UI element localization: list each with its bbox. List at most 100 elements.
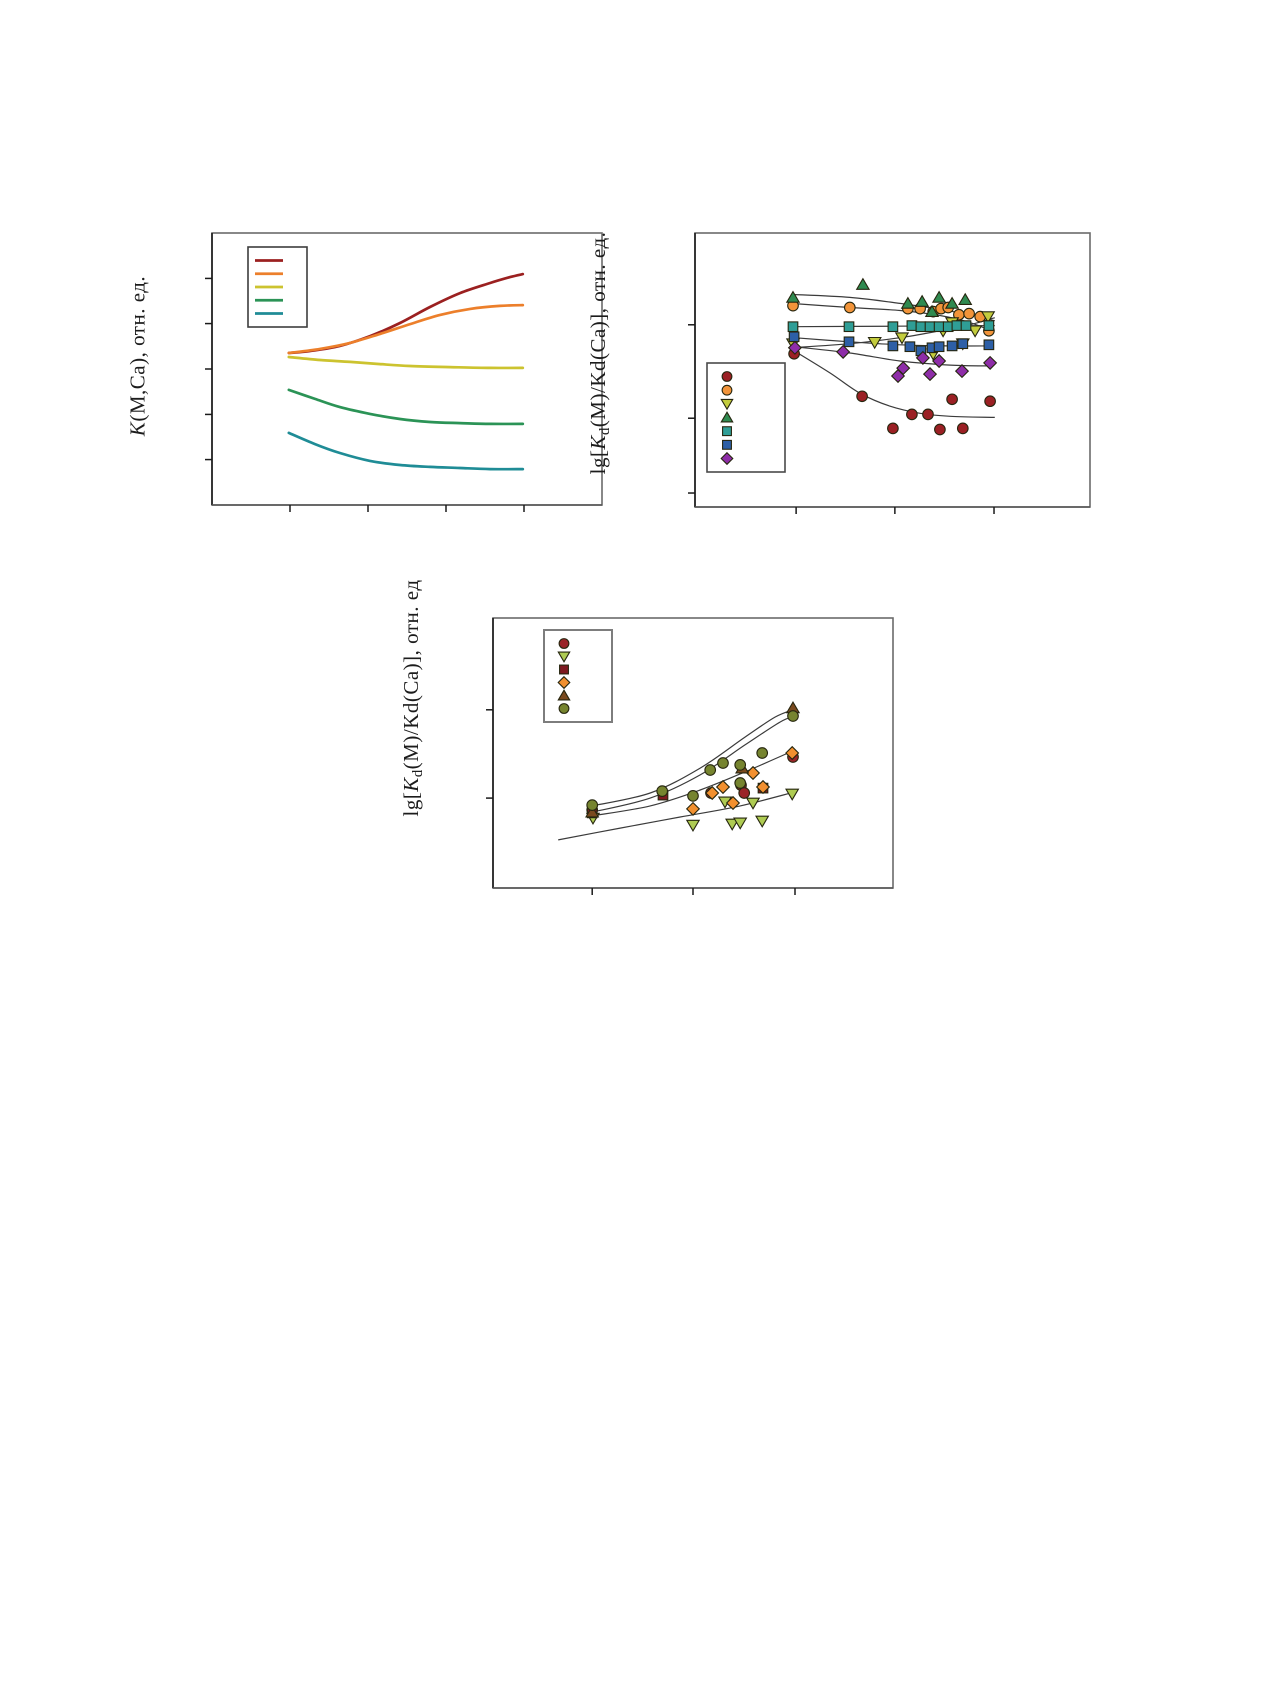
data-point-triangle-up (924, 304, 940, 317)
data-point-square (960, 320, 972, 331)
data-point-triangle-down (894, 332, 910, 345)
data-point-circle (738, 787, 751, 799)
data-point-diamond (922, 367, 938, 382)
fit-curve-brown-triangles-up (592, 708, 796, 807)
data-point-square (843, 336, 855, 348)
data-point-circle (946, 393, 958, 406)
label-segment: d (410, 769, 427, 778)
data-point-circle (717, 757, 729, 769)
chart2-y-axis-label: lg[Kd(M)/Kd(Ca)], отн. ед. (586, 232, 614, 475)
data-point-circle (721, 384, 733, 396)
series-line-teal (287, 431, 525, 471)
series-line-line-green (287, 388, 525, 426)
legend (543, 629, 613, 723)
label-segment: (M)/Kd(Ca)], отн. ед. (585, 231, 610, 428)
data-point-triangle-down (725, 818, 740, 831)
series-line-line-dark-red (287, 272, 525, 355)
data-point-square (559, 664, 569, 675)
data-point-diamond (715, 779, 731, 795)
series-green-triangles-up (785, 277, 973, 317)
chart3 (486, 617, 894, 895)
data-point-triangle-down (733, 817, 748, 830)
series-blue-squares (788, 331, 995, 357)
data-point-circle (558, 703, 570, 714)
data-point-triangle-down (685, 819, 701, 832)
data-point-triangle-up (914, 294, 930, 307)
data-point-square (843, 321, 855, 333)
data-point-square (787, 321, 799, 333)
series-orange-diamonds (685, 745, 800, 816)
data-point-diamond (983, 355, 998, 370)
data-point-diamond (745, 765, 761, 781)
data-point-square (957, 338, 969, 350)
data-point-triangle-down (980, 311, 996, 324)
series-line-line-yellow-olive (287, 355, 525, 370)
data-point-circle (586, 799, 599, 811)
data-point-triangle-up (931, 290, 947, 303)
series-line-dark-red (287, 272, 525, 355)
data-point-circle (956, 422, 969, 435)
data-point-circle (558, 638, 570, 649)
data-point-triangle-down (720, 398, 734, 411)
label-segment: d (597, 427, 614, 436)
data-point-square (722, 426, 732, 437)
fit-curve-yellow-green-triangles-down (558, 791, 796, 841)
data-point-diamond (785, 745, 800, 761)
series-line-green (287, 388, 525, 426)
data-point-triangle-down (745, 797, 761, 810)
legend (706, 362, 786, 473)
data-point-square (722, 439, 732, 450)
data-point-circle (984, 395, 996, 408)
data-point-circle (856, 390, 868, 403)
series-yellow-green-triangles-down (785, 311, 996, 361)
data-point-triangle-up (900, 296, 916, 309)
data-point-square (887, 321, 899, 333)
data-point-square (983, 339, 995, 351)
data-point-square (788, 331, 800, 343)
label-segment: (M)/Kd(Ca)], отн. ед (398, 579, 423, 770)
data-point-diamond (557, 675, 571, 690)
chart3-y-axis-label: lg[Kd(M)/Kd(Ca)], отн. ед (399, 579, 427, 816)
data-point-triangle-up (785, 290, 801, 303)
data-point-circle (922, 408, 934, 421)
data-point-circle (734, 777, 747, 789)
data-point-diamond (787, 340, 802, 355)
data-point-diamond (954, 364, 970, 379)
data-point-circle (687, 790, 699, 802)
series-dark-red-circles (788, 347, 996, 436)
data-point-diamond (836, 344, 851, 359)
label-segment: K (125, 421, 150, 437)
data-point-diamond (685, 801, 701, 816)
data-point-circle (704, 764, 717, 776)
data-point-triangle-down (755, 815, 770, 828)
chart1-y-axis-label: K(M,Ca), отн. ед. (126, 276, 151, 436)
data-point-circle (734, 759, 747, 771)
label-segment: K (585, 435, 610, 450)
data-point-circle (887, 422, 899, 435)
data-point-square (951, 320, 963, 331)
data-point-square (924, 321, 936, 333)
legend-box (543, 629, 613, 723)
data-point-triangle-up (585, 805, 600, 818)
data-point-circle (656, 785, 669, 797)
fit-curve-dark-red-circles (793, 350, 995, 418)
series-line-line-teal (287, 431, 525, 471)
data-point-square (904, 341, 916, 353)
data-point-square (887, 340, 899, 352)
data-point-square (933, 321, 945, 333)
chart2 (688, 232, 1091, 514)
data-point-triangle-down (785, 788, 800, 801)
data-point-diamond (932, 353, 947, 369)
series-teal-squares (787, 320, 995, 333)
label-segment: lg[ (398, 791, 423, 817)
label-segment: lg[ (585, 449, 610, 475)
data-point-square (906, 320, 918, 331)
data-point-triangle-up (720, 411, 734, 423)
data-point-diamond (720, 451, 734, 466)
data-point-square (915, 321, 927, 333)
data-point-circle (787, 710, 799, 722)
data-point-circle (963, 307, 975, 320)
data-point-square (933, 341, 945, 353)
